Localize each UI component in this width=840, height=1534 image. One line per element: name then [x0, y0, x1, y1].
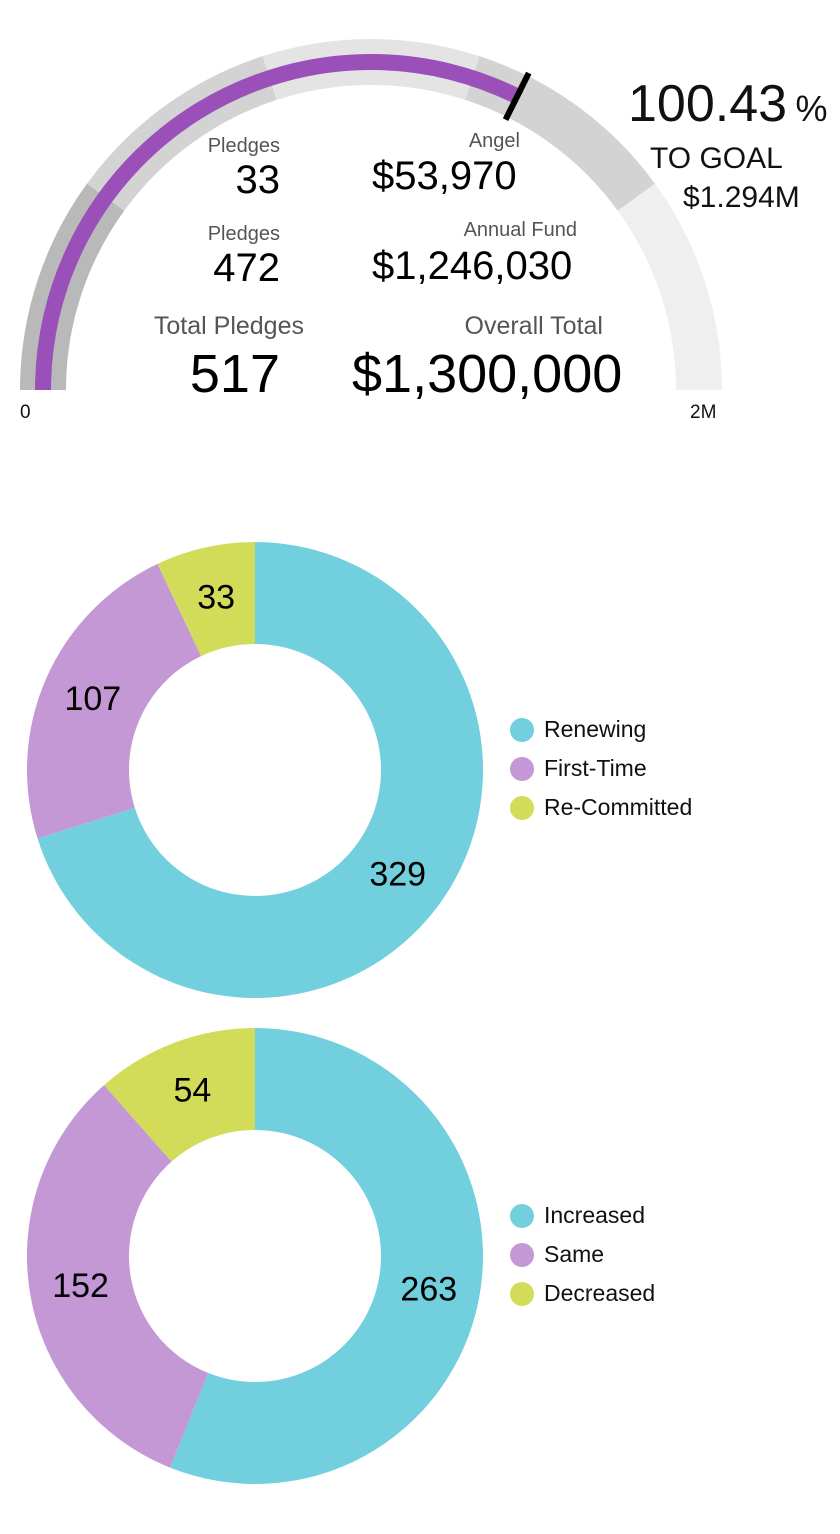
legend-dot-first-time: [510, 756, 534, 781]
goal-percent-unit: %: [795, 88, 828, 129]
goal-percent: 100.43 %: [628, 74, 828, 134]
legend-label-decreased: Decreased: [544, 1280, 656, 1306]
legend-item-renewing: Renewing: [510, 710, 692, 749]
legend-label-increased: Increased: [544, 1202, 646, 1228]
fund-pledges-value: 472: [213, 246, 280, 290]
legend-label-same: Same: [544, 1241, 605, 1267]
overall-total-value: $1,300,000: [352, 344, 623, 404]
legend-item-same: Same: [510, 1235, 655, 1274]
legend-label-first-time: First-Time: [544, 755, 647, 781]
legend-item-re-committed: Re-Committed: [510, 788, 692, 827]
pledge-change-slice-increased: [170, 1028, 483, 1484]
gauge-progress-arc: [35, 54, 524, 391]
pledge-types-slice-renewing: [37, 542, 483, 998]
gauge-min-label: 0: [20, 402, 31, 423]
gauge-goal-marker: [502, 71, 532, 121]
goal-amount: $1.294M: [683, 181, 800, 214]
legend-dot-increased: [510, 1203, 534, 1228]
pledge-types-slice-label-renewing: 329: [369, 856, 426, 894]
pledge-types-slice-first-time: [26, 563, 202, 839]
donut-chart-pledge-types: 329 107 33: [26, 542, 483, 998]
pledge-change-slice-label-same: 152: [52, 1267, 109, 1305]
angel-value: $53,970: [372, 154, 517, 198]
annual-fund-value: $1,246,030: [372, 244, 573, 288]
pledge-types-slice-label-first-time: 107: [64, 680, 121, 718]
legend-item-increased: Increased: [510, 1196, 655, 1235]
angel-label: Angel: [468, 130, 520, 152]
legend-dot-same: [510, 1242, 534, 1267]
pledge-types-slice-label-re-committed: 33: [197, 578, 235, 616]
legend-dot-re-committed: [510, 795, 534, 820]
pledge-types-slice-re-committed: [157, 542, 255, 657]
annual-fund-label: Annual Fund: [463, 219, 577, 241]
legend-pledge-change: Increased Same Decreased: [510, 1196, 655, 1313]
gauge-max-label: 2M: [690, 402, 717, 423]
pledge-change-slice-label-decreased: 54: [173, 1071, 211, 1109]
pledge-change-slice-decreased: [104, 1028, 255, 1162]
gauge-band-5: [617, 183, 722, 391]
legend-pledge-types: Renewing First-Time Re-Committed: [510, 710, 692, 827]
legend-item-first-time: First-Time: [510, 749, 692, 788]
pledge-change-slice-same: [26, 1085, 209, 1468]
goal-gauge: [20, 39, 722, 391]
legend-dot-renewing: [510, 717, 534, 742]
angel-pledges-value: 33: [235, 158, 281, 202]
legend-label-re-committed: Re-Committed: [544, 794, 693, 820]
legend-dot-decreased: [510, 1281, 534, 1306]
donut-chart-pledge-change: 263 152 54: [26, 1028, 483, 1484]
legend-item-decreased: Decreased: [510, 1274, 655, 1313]
total-pledges-value: 517: [189, 344, 280, 404]
legend-label-renewing: Renewing: [544, 716, 647, 742]
pledge-change-slice-label-increased: 263: [400, 1271, 457, 1309]
to-goal-label: TO GOAL: [650, 142, 783, 175]
overall-total-label: Overall Total: [464, 312, 604, 340]
total-pledges-label: Total Pledges: [153, 312, 304, 340]
angel-pledges-label: Pledges: [207, 135, 280, 157]
goal-percent-value: 100.43: [628, 75, 788, 133]
fund-pledges-label: Pledges: [207, 223, 280, 245]
